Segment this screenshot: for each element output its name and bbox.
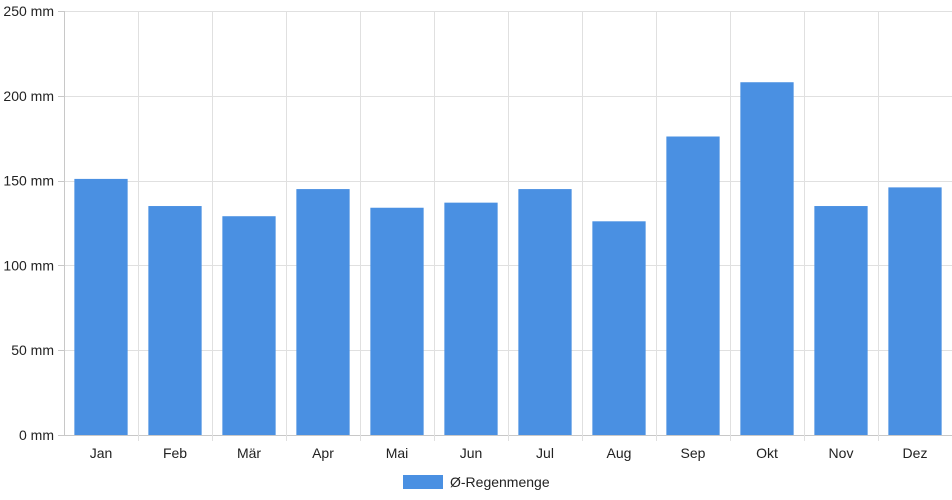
x-tick-label: Sep xyxy=(681,445,706,461)
y-tick-label: 0 mm xyxy=(19,427,54,443)
x-tick-label: Okt xyxy=(756,445,778,461)
legend-swatch xyxy=(403,475,443,489)
bar-okt[interactable] xyxy=(740,82,794,436)
bar-jul[interactable] xyxy=(518,189,572,435)
bar-jan[interactable] xyxy=(74,178,128,436)
x-tick-label: Jul xyxy=(536,445,554,461)
x-axis-ticks: Jan Feb Mär Apr Mai Jun Jul Aug Sep Okt Nov Dez xyxy=(90,445,928,461)
x-tick-label: Aug xyxy=(607,445,632,461)
x-tick-label: Jun xyxy=(460,445,483,461)
x-tick-label: Mai xyxy=(386,445,409,461)
grid-layer xyxy=(64,11,952,441)
bar-dez[interactable] xyxy=(888,187,942,435)
bar-apr[interactable] xyxy=(296,189,350,435)
y-tick-label: 100 mm xyxy=(3,257,54,273)
legend-label: Ø-Regenmenge xyxy=(450,474,550,490)
bar-aug[interactable] xyxy=(592,221,646,435)
x-tick-label: Apr xyxy=(312,445,334,461)
legend[interactable]: Ø-Regenmenge xyxy=(403,474,550,490)
bars-layer xyxy=(74,82,942,436)
y-axis-ticks: 0 mm 50 mm 100 mm 150 mm 200 mm 250 mm xyxy=(3,3,54,443)
y-tick-label: 50 mm xyxy=(11,342,54,358)
y-tick-label: 200 mm xyxy=(3,88,54,104)
bar-nov[interactable] xyxy=(814,206,868,435)
bar-feb[interactable] xyxy=(148,206,202,435)
x-tick-label: Nov xyxy=(829,445,854,461)
x-tick-label: Jan xyxy=(90,445,113,461)
y-tick-label: 150 mm xyxy=(3,173,54,189)
y-tick-label: 250 mm xyxy=(3,3,54,19)
axis-layer xyxy=(58,11,64,436)
bar-jun[interactable] xyxy=(444,202,498,435)
x-tick-label: Dez xyxy=(903,445,928,461)
bar-sep[interactable] xyxy=(666,136,720,435)
bar-mär[interactable] xyxy=(222,216,276,435)
x-tick-label: Mär xyxy=(237,445,261,461)
x-tick-label: Feb xyxy=(163,445,187,461)
bar-mai[interactable] xyxy=(370,207,424,435)
